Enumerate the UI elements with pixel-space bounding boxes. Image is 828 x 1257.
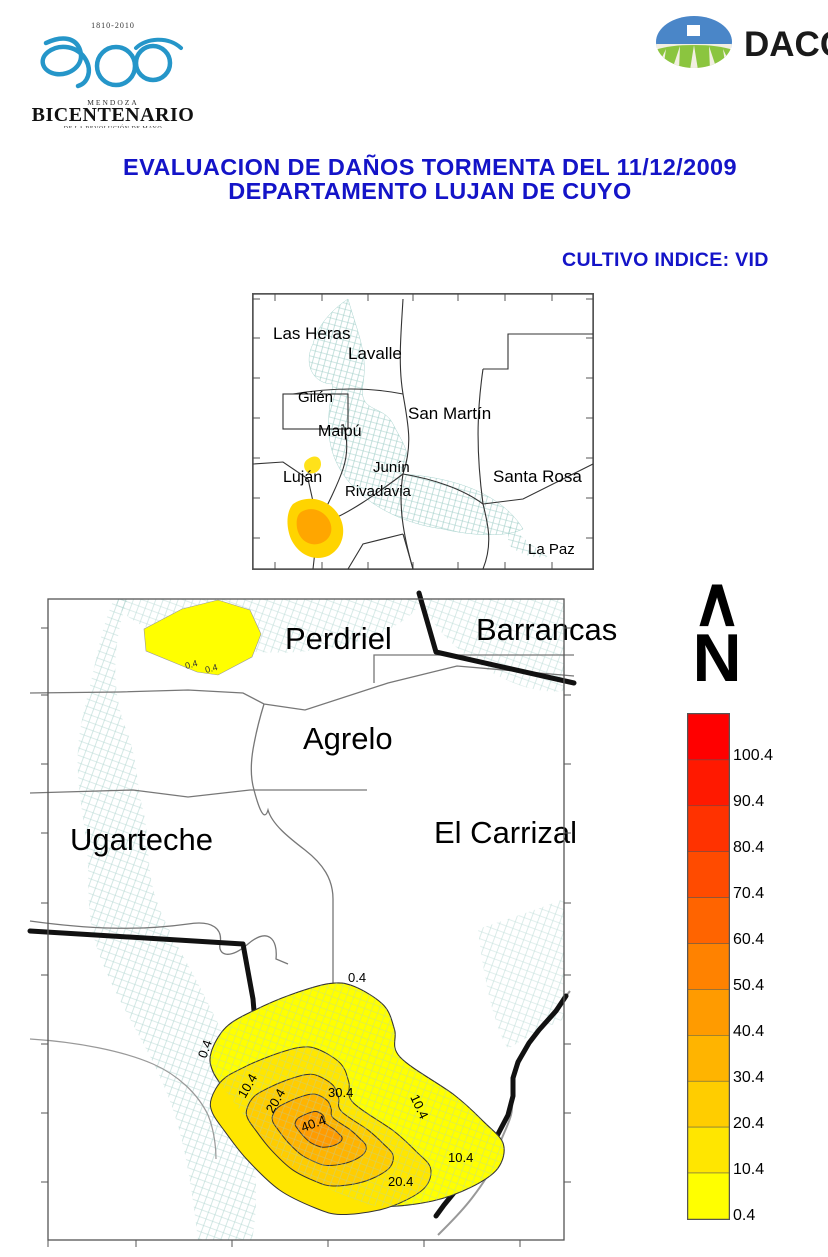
svg-text:Agrelo: Agrelo — [303, 721, 393, 756]
svg-text:Santa Rosa: Santa Rosa — [493, 467, 582, 486]
svg-text:Maipú: Maipú — [318, 423, 362, 440]
svg-text:Las Heras: Las Heras — [273, 324, 350, 343]
svg-text:Perdriel: Perdriel — [285, 621, 392, 656]
svg-text:BICENTENARIO: BICENTENARIO — [32, 104, 195, 126]
svg-text:Ugarteche: Ugarteche — [70, 822, 213, 857]
svg-text:San Martín: San Martín — [408, 404, 491, 423]
svg-text:30.4: 30.4 — [328, 1085, 353, 1100]
svg-text:20.4: 20.4 — [388, 1174, 413, 1189]
svg-text:El Carrizal: El Carrizal — [434, 815, 577, 850]
svg-text:DACC: DACC — [744, 25, 828, 64]
svg-text:Barrancas: Barrancas — [476, 612, 617, 647]
svg-text:Gilén: Gilén — [298, 389, 333, 406]
svg-text:Lavalle: Lavalle — [348, 344, 402, 363]
svg-text:Luján: Luján — [283, 469, 322, 486]
svg-text:Rivadavia: Rivadavia — [345, 483, 412, 500]
svg-text:Junín: Junín — [373, 459, 410, 476]
svg-text:10.4: 10.4 — [448, 1150, 473, 1165]
svg-text:0.4: 0.4 — [348, 970, 366, 985]
svg-text:1810-2010: 1810-2010 — [91, 21, 135, 30]
svg-text:La Paz: La Paz — [528, 541, 575, 558]
